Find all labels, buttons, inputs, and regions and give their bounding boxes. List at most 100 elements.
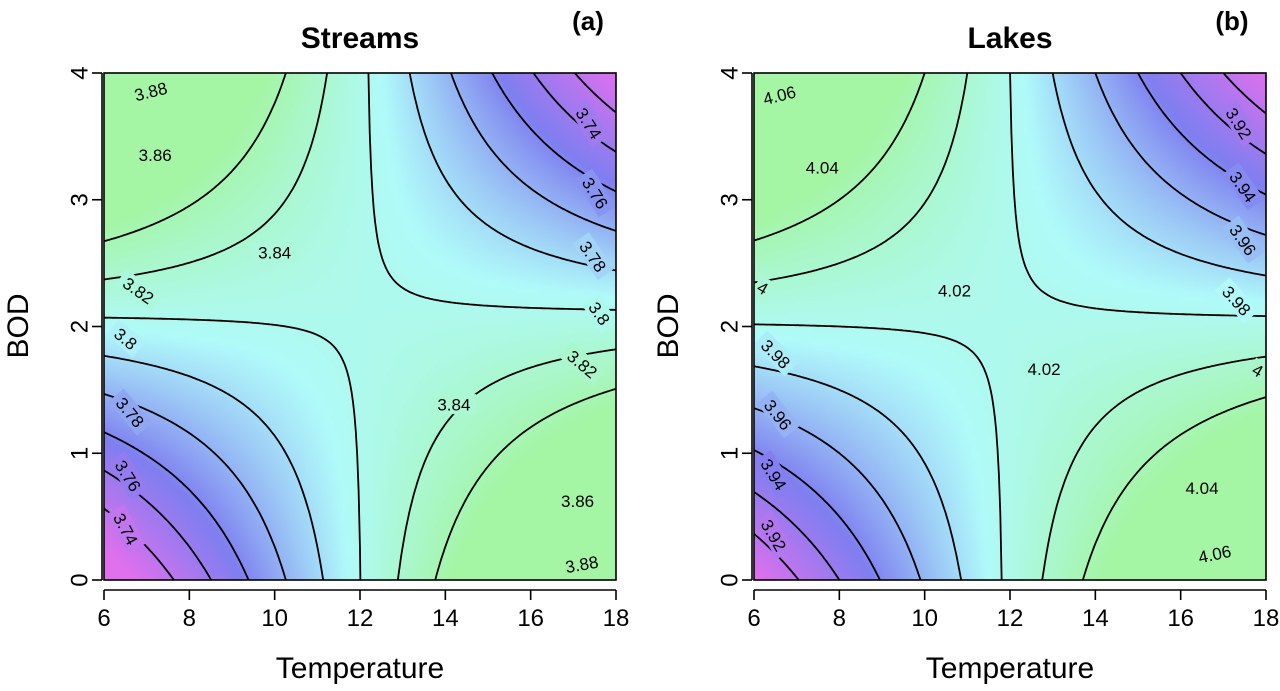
contour-line-3.8 (450, 73, 616, 232)
x-tick-label: 18 (1253, 605, 1280, 632)
contour-line-4.02 (754, 323, 1003, 580)
contour-line-3.92 (754, 532, 800, 580)
contour-line-4 (1051, 73, 1266, 277)
contour-label-bg (572, 232, 615, 281)
heatmap-fill (104, 73, 616, 580)
lakes-panel: 4.064.044.0243.983.963.943.924.024.044.0… (652, 6, 1280, 685)
contour-label-bg (106, 319, 146, 358)
x-tick-label: 16 (1167, 605, 1194, 632)
contour-line-3.82 (104, 354, 325, 580)
contour-label-bg (108, 451, 149, 500)
contour-label-text: 4.02 (1028, 360, 1061, 379)
contour-label: 3.86 (555, 490, 600, 511)
contour-label-bg (1218, 99, 1260, 148)
contour-label-bg (126, 75, 175, 107)
contour-label-bg (558, 550, 606, 578)
contour-line-4.04 (754, 73, 969, 284)
contour-line-3.98 (1094, 73, 1266, 236)
contour-label-bg (754, 450, 795, 499)
contour-label-bg (1021, 358, 1067, 379)
x-axis-label: Temperature (926, 652, 1094, 685)
contour-label-bg (114, 269, 163, 312)
x-tick-label: 12 (997, 605, 1024, 632)
contour-label-bg (575, 168, 616, 217)
contour-line-3.78 (491, 73, 616, 193)
y-tick-label: 0 (717, 573, 744, 586)
y-axis-label: BOD (652, 293, 685, 358)
contour-label: 3.84 (252, 242, 297, 263)
x-tick-label: 8 (183, 605, 196, 632)
contour-label: 4.02 (932, 280, 977, 301)
contour-label-text: 3.86 (561, 492, 594, 511)
contour-line-4 (754, 365, 963, 580)
contour-label-bg (252, 242, 297, 262)
contour-label-bg (1222, 162, 1265, 211)
streams-panel: 3.883.863.843.823.83.783.763.743.843.863… (2, 6, 630, 685)
contour-line-3.74 (573, 73, 616, 114)
contour-line-3.76 (104, 469, 213, 580)
contour-label-bg (106, 504, 146, 554)
contour-line-4.04 (1041, 355, 1266, 580)
contour-label-bg (1222, 215, 1265, 264)
x-tick-label: 18 (603, 605, 630, 632)
contour-line-3.76 (532, 73, 616, 153)
contour-label-bg (754, 330, 799, 377)
y-tick-label: 1 (717, 447, 744, 460)
panel-label: (b) (1215, 6, 1248, 36)
plot-frame (103, 72, 617, 581)
contour-label-bg (581, 293, 616, 334)
contour-label: 4 (1246, 357, 1266, 383)
x-tick-label: 10 (261, 605, 288, 632)
y-tick-label: 3 (67, 193, 94, 206)
contour-line-3.86 (396, 348, 616, 580)
y-tick-label: 4 (67, 66, 94, 79)
contour-label-bg (1179, 477, 1225, 498)
y-axis: 0 1 2 3 4 (717, 66, 753, 587)
contour-line-3.74 (104, 507, 175, 580)
contour-label-text: 4.04 (806, 159, 839, 178)
contour-label: 4.02 (1021, 358, 1067, 379)
contour-label-bg (932, 280, 977, 300)
panel-title: Streams (301, 22, 419, 55)
contour-label: 4 (754, 275, 775, 301)
x-tick-label: 16 (517, 605, 544, 632)
contour-label-bg (559, 341, 606, 386)
contour-label-bg (108, 388, 153, 436)
y-tick-label: 4 (717, 66, 744, 79)
contour-label-bg (756, 390, 800, 439)
x-tick-label: 10 (911, 605, 938, 632)
contour-label-bg (431, 394, 477, 415)
x-axis-label: Temperature (276, 652, 444, 685)
panel-title: Lakes (967, 22, 1052, 55)
plot-frame (753, 72, 1267, 581)
contour-line-3.92 (1222, 73, 1266, 115)
contour-label-text: 4.04 (1185, 479, 1218, 498)
x-tick-label: 14 (432, 605, 459, 632)
x-axis: 6 8 10 12 14 16 18 (747, 589, 1280, 632)
x-tick-label: 12 (347, 605, 374, 632)
contour-label-bg (568, 99, 610, 148)
y-axis: 0 1 2 3 4 (67, 66, 103, 587)
y-tick-label: 0 (67, 573, 94, 586)
x-tick-label: 6 (747, 605, 760, 632)
contour-label-text: 3.84 (258, 244, 291, 263)
contour-lines (104, 73, 616, 580)
contour-label-bg (133, 144, 178, 165)
contour-line-3.78 (104, 431, 250, 580)
contour-label-bg (1214, 277, 1260, 324)
contour-line-4.06 (754, 73, 926, 242)
contour-label: 4.04 (1179, 477, 1225, 498)
contour-labels: 4.064.044.0243.983.963.943.924.024.044.0… (754, 79, 1266, 569)
contour-label: 4.04 (800, 157, 845, 178)
contour-label-bg (800, 157, 845, 178)
contour-label-text: 3.86 (139, 146, 172, 165)
x-axis: 6 8 10 12 14 16 18 (97, 589, 630, 632)
contour-label: 3.86 (133, 144, 178, 165)
x-tick-label: 14 (1082, 605, 1109, 632)
contour-line-3.94 (754, 490, 841, 580)
contour-line-3.88 (434, 387, 616, 580)
contour-label-bg (1246, 357, 1266, 383)
y-tick-label: 2 (717, 320, 744, 333)
contour-line-3.84 (104, 316, 362, 580)
